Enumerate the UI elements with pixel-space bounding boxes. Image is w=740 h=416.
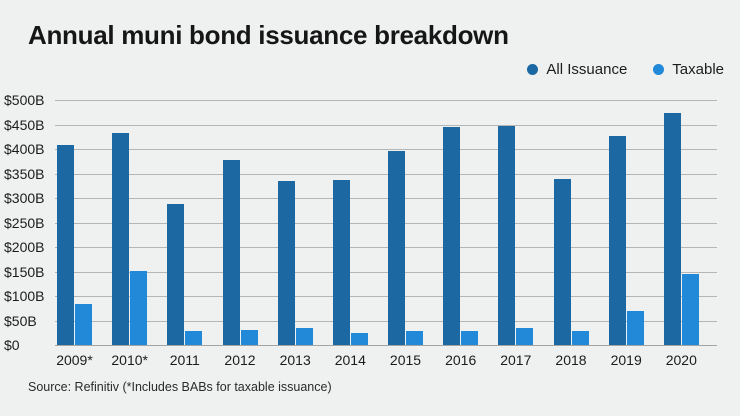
bar-all-issuance-2010[interactable] bbox=[112, 132, 130, 345]
legend: All Issuance Taxable bbox=[527, 61, 724, 78]
bar-taxable-2012[interactable] bbox=[240, 329, 258, 345]
legend-dot-all-issuance-icon bbox=[527, 64, 539, 75]
gridline-400 bbox=[55, 149, 717, 150]
bar-taxable-2011[interactable] bbox=[185, 331, 203, 345]
bar-taxable-2018[interactable] bbox=[571, 330, 589, 345]
bar-taxable-2013[interactable] bbox=[295, 327, 313, 345]
bar-all-issuance-2011[interactable] bbox=[167, 204, 185, 345]
gridline-0 bbox=[55, 345, 717, 346]
gridline-150 bbox=[55, 271, 717, 273]
bar-taxable-2019[interactable] bbox=[626, 310, 644, 345]
bar-taxable-2014[interactable] bbox=[350, 333, 368, 345]
y-axis-tick-label: $150B bbox=[4, 263, 45, 280]
y-axis-tick-label: $200B bbox=[4, 239, 45, 255]
bar-taxable-2017[interactable] bbox=[516, 327, 534, 345]
y-axis-tick-label: $50B bbox=[4, 312, 37, 329]
y-axis-tick-label: $250B bbox=[4, 214, 45, 231]
y-axis-tick-label: $0 bbox=[4, 337, 20, 353]
bar-taxable-2010[interactable] bbox=[130, 270, 148, 345]
gridline-250 bbox=[55, 222, 717, 224]
bar-all-issuance-2018[interactable] bbox=[553, 179, 571, 345]
y-axis-tick-label: $400B bbox=[4, 141, 45, 157]
bar-all-issuance-2020[interactable] bbox=[663, 112, 681, 345]
legend-item-all-issuance[interactable]: All Issuance bbox=[527, 61, 627, 78]
bar-all-issuance-2019[interactable] bbox=[608, 136, 626, 345]
y-axis-tick-label: $100B bbox=[4, 288, 45, 304]
x-axis-tick-label: 2012 bbox=[224, 352, 256, 368]
x-axis-tick-label: 2011 bbox=[169, 352, 200, 368]
bar-all-issuance-2014[interactable] bbox=[332, 179, 350, 345]
x-axis-tick-label: 2013 bbox=[279, 352, 311, 368]
gridline-200 bbox=[55, 247, 717, 248]
bar-all-issuance-2017[interactable] bbox=[498, 125, 516, 345]
bar-all-issuance-2013[interactable] bbox=[277, 181, 295, 345]
x-axis-tick-label: 2016 bbox=[445, 352, 477, 368]
chart-title: Annual muni bond issuance breakdown bbox=[28, 20, 509, 50]
legend-dot-taxable-icon bbox=[653, 64, 665, 75]
x-axis-tick-label: 2010* bbox=[111, 352, 148, 368]
x-axis-tick-label: 2019 bbox=[610, 352, 642, 368]
x-axis-tick-label: 2015 bbox=[389, 352, 422, 368]
bar-chart: $0 $50B $100B $150B $200B $250B $300B $350B $400… bbox=[0, 92, 740, 368]
y-axis-tick-label: $500B bbox=[4, 92, 45, 108]
source-note: Source: Refinitiv (*Includes BABs for ta… bbox=[28, 380, 332, 394]
legend-label-taxable: Taxable bbox=[672, 61, 724, 78]
legend-label-all-issuance: All Issuance bbox=[546, 61, 628, 78]
bar-taxable-2015[interactable] bbox=[406, 331, 423, 345]
gridline-300 bbox=[55, 198, 717, 199]
bar-all-issuance-2012[interactable] bbox=[222, 160, 240, 345]
x-axis-tick-label: 2014 bbox=[334, 352, 366, 368]
bar-taxable-2009[interactable] bbox=[75, 303, 92, 345]
gridline-100 bbox=[55, 296, 717, 297]
bar-taxable-2016[interactable] bbox=[461, 330, 479, 345]
y-axis-tick-label: $300B bbox=[4, 190, 45, 206]
legend-item-taxable[interactable]: Taxable bbox=[653, 61, 724, 78]
bar-all-issuance-2015[interactable] bbox=[388, 151, 405, 345]
gridline-350 bbox=[55, 173, 717, 175]
bar-all-issuance-2016[interactable] bbox=[443, 127, 461, 345]
y-axis-tick-label: $450B bbox=[4, 116, 45, 133]
bar-all-issuance-2009[interactable] bbox=[57, 144, 74, 345]
bar-taxable-2020[interactable] bbox=[681, 274, 699, 345]
gridline-450 bbox=[55, 124, 717, 126]
gridline-500 bbox=[55, 100, 717, 101]
x-axis-tick-label: 2017 bbox=[500, 352, 532, 368]
x-axis-tick-label: 2018 bbox=[555, 352, 587, 368]
x-axis-tick-label: 2009* bbox=[56, 352, 93, 368]
y-axis-tick-label: $350B bbox=[4, 165, 45, 182]
gridline-50 bbox=[55, 320, 717, 322]
x-axis-tick-label: 2020 bbox=[665, 352, 697, 368]
